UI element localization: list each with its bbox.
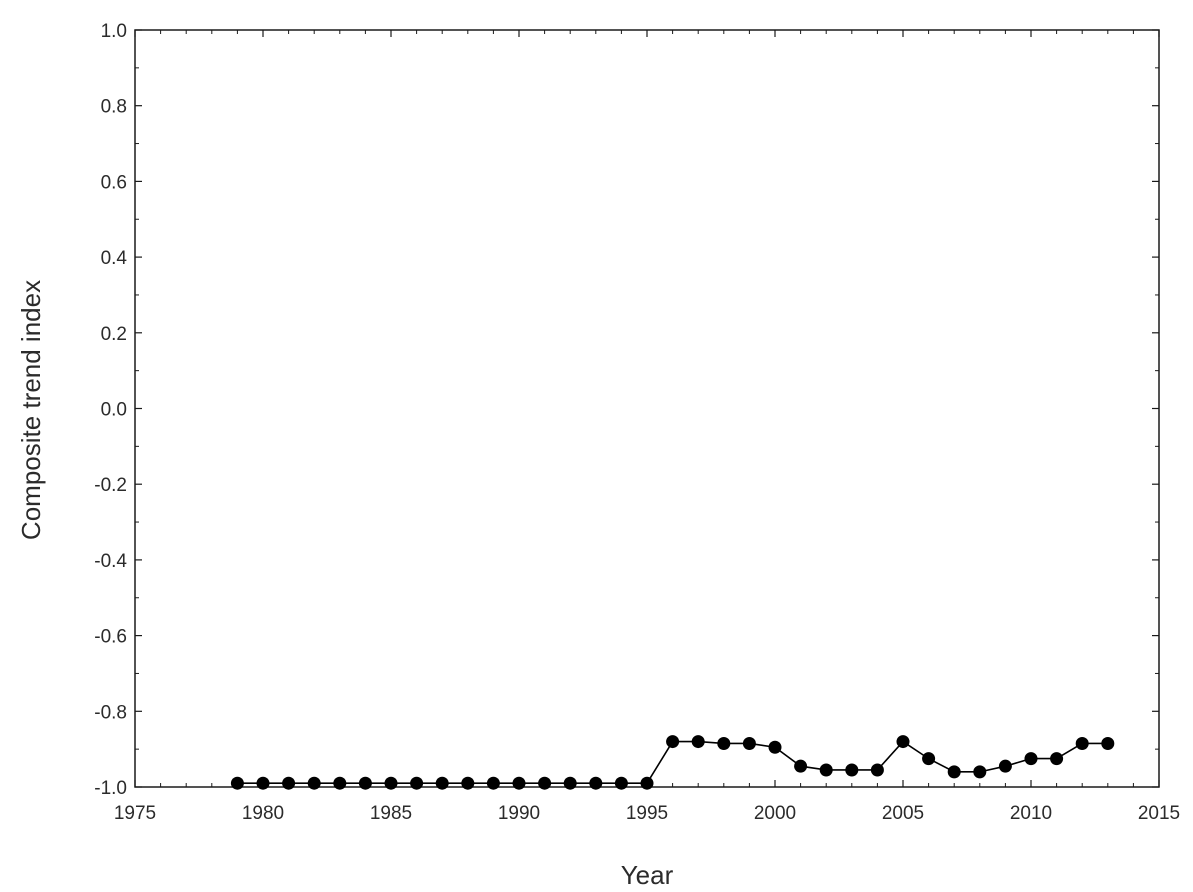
data-point: [870, 763, 884, 777]
data-point: [538, 776, 552, 790]
x-tick-label: 1980: [242, 803, 284, 824]
data-point: [256, 776, 270, 790]
data-point: [819, 763, 833, 777]
data-point: [410, 776, 424, 790]
data-point: [358, 776, 372, 790]
y-tick-label: 0.0: [101, 400, 127, 421]
data-point: [384, 776, 398, 790]
x-tick-label: 1985: [370, 803, 412, 824]
data-point: [742, 736, 756, 750]
data-point: [794, 759, 808, 773]
data-point: [1024, 752, 1038, 766]
data-point: [435, 776, 449, 790]
x-tick-label: 1995: [626, 803, 668, 824]
data-point: [512, 776, 526, 790]
data-point: [768, 740, 782, 754]
x-tick-label: 2010: [1010, 803, 1052, 824]
x-tick-label: 1990: [498, 803, 540, 824]
data-point: [717, 736, 731, 750]
data-points: [230, 735, 1115, 790]
data-point: [589, 776, 603, 790]
data-point: [333, 776, 347, 790]
y-tick-label: 0.2: [101, 324, 127, 345]
y-tick-label: -0.4: [94, 551, 127, 572]
data-point: [1050, 752, 1064, 766]
y-tick-label: -0.2: [94, 475, 127, 496]
y-tick-label: 1.0: [101, 21, 127, 42]
data-point: [691, 735, 705, 749]
y-tick-label: 0.8: [101, 97, 127, 118]
data-point: [640, 776, 654, 790]
y-tick-label: -0.8: [94, 702, 127, 723]
data-point: [1075, 736, 1089, 750]
plot-area: [134, 29, 1160, 788]
data-point: [845, 763, 859, 777]
data-point: [486, 776, 500, 790]
data-point: [896, 735, 910, 749]
data-point: [230, 776, 244, 790]
data-point: [666, 735, 680, 749]
data-point: [998, 759, 1012, 773]
x-axis: 1975 1980 1985 1990 1995 2000 2005 2010 2015: [114, 30, 1180, 824]
data-point: [563, 776, 577, 790]
x-tick-label: 1975: [114, 803, 156, 824]
data-point: [1101, 736, 1115, 750]
data-point: [922, 752, 936, 766]
y-axis: 1.0 0.8 0.6 0.4 0.2 0.0 -0.2 -0.4 -0.6 -0.8 -1.0: [94, 21, 1159, 799]
y-axis-title: Composite trend index: [16, 280, 46, 540]
data-point: [947, 765, 961, 779]
y-tick-label: -0.6: [94, 627, 127, 648]
data-point: [614, 776, 628, 790]
data-point: [461, 776, 475, 790]
y-tick-label: -1.0: [94, 778, 127, 799]
y-tick-label: 0.4: [101, 248, 128, 269]
x-tick-label: 2005: [882, 803, 924, 824]
x-tick-label: 2000: [754, 803, 796, 824]
data-point: [307, 776, 321, 790]
data-point: [973, 765, 987, 779]
y-tick-label: 0.6: [101, 172, 127, 193]
x-tick-label: 2015: [1138, 803, 1180, 824]
data-point: [282, 776, 296, 790]
x-axis-title: Year: [621, 860, 674, 890]
